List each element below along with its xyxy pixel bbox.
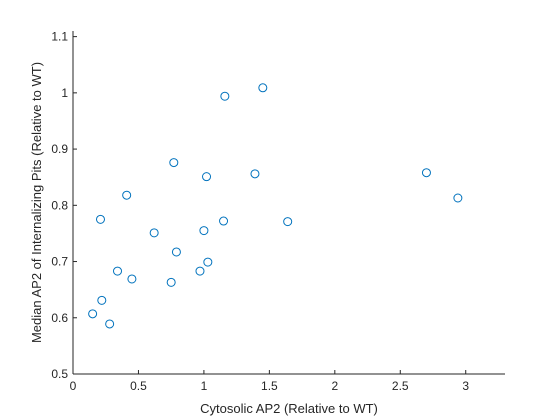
data-point: [453, 193, 463, 203]
data-point: [283, 217, 293, 227]
data-point: [149, 228, 159, 238]
x-tick-label: 3: [462, 379, 469, 393]
data-point: [169, 158, 179, 168]
x-tick-label: 0: [70, 379, 77, 393]
y-tick-label: 0.6: [51, 311, 68, 325]
x-axis-label: Cytosolic AP2 (Relative to WT): [200, 401, 378, 416]
data-point: [220, 91, 230, 101]
data-points: [88, 83, 463, 329]
data-point: [258, 83, 268, 93]
y-tick-label: 0.5: [51, 367, 68, 381]
y-tick-label: 0.9: [51, 142, 68, 156]
data-point: [122, 190, 132, 200]
axes: [72, 31, 505, 375]
data-point: [127, 274, 137, 284]
x-tick-label: 0.5: [130, 379, 147, 393]
data-point: [88, 309, 98, 319]
data-point: [195, 266, 205, 276]
data-point: [166, 277, 176, 287]
data-point: [95, 214, 105, 224]
y-axis-label: Median AP2 of Internalizing Pits (Relati…: [29, 62, 44, 343]
y-tick-label: 1.1: [51, 30, 68, 44]
x-tick-label: 1.5: [261, 379, 278, 393]
y-tick-label: 0.7: [51, 255, 68, 269]
data-point: [250, 169, 260, 179]
x-tick-label: 2.5: [392, 379, 409, 393]
data-point: [171, 247, 181, 257]
data-point: [219, 216, 229, 226]
data-point: [202, 172, 212, 182]
data-point: [105, 319, 115, 329]
x-ticks: 0 0.5 1 1.5 2 2.5 3: [70, 370, 469, 393]
data-point: [97, 295, 107, 305]
y-ticks: 0.5 0.6 0.7 0.8 0.9 1 1.1: [51, 30, 77, 381]
data-point: [203, 257, 213, 267]
data-point: [199, 226, 209, 236]
y-tick-label: 0.8: [51, 198, 68, 212]
x-tick-label: 1: [201, 379, 208, 393]
data-point: [113, 266, 123, 276]
data-point: [421, 168, 431, 178]
x-tick-label: 2: [331, 379, 338, 393]
y-tick-label: 1: [61, 86, 68, 100]
